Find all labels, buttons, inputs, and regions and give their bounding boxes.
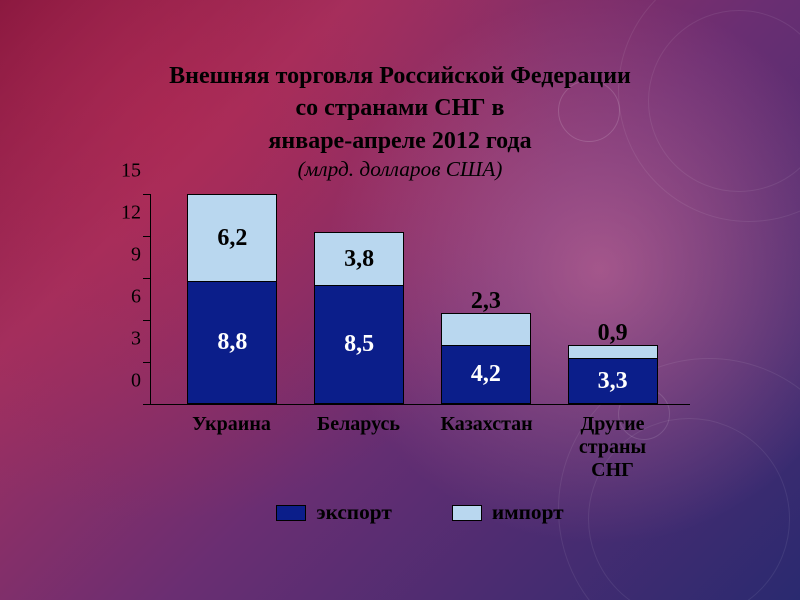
y-tick bbox=[143, 362, 151, 363]
y-tick-label: 0 bbox=[111, 370, 141, 393]
bar-column: 0,93,3 bbox=[568, 345, 658, 404]
bar-segment-import: 2,3 bbox=[441, 313, 531, 345]
bar-column: 3,88,5 bbox=[314, 232, 404, 404]
legend-item-import: импорт bbox=[452, 500, 564, 525]
slide-background: Внешняя торговля Российской Федерациисо … bbox=[0, 0, 800, 600]
chart-title-line: со странами СНГ в bbox=[110, 92, 690, 124]
bar-segment-export: 4,2 bbox=[441, 345, 531, 404]
chart-title-line: январе-апреле 2012 года bbox=[110, 125, 690, 157]
bar-column: 6,28,8 bbox=[187, 194, 277, 404]
bar-segment-export: 3,3 bbox=[568, 358, 658, 404]
bar-segment-export: 8,8 bbox=[187, 281, 277, 404]
y-tick-label: 15 bbox=[111, 160, 141, 183]
y-tick-label: 6 bbox=[111, 286, 141, 309]
y-tick bbox=[143, 278, 151, 279]
y-tick-label: 12 bbox=[111, 202, 141, 225]
plot-area: 6,28,83,88,52,34,20,93,3 03691215 bbox=[150, 194, 690, 405]
legend-item-export: экспорт bbox=[276, 500, 391, 525]
bar-value-import: 2,3 bbox=[442, 288, 530, 315]
legend-label-import: импорт bbox=[492, 500, 564, 525]
y-tick bbox=[143, 194, 151, 195]
bar-segment-import: 3,8 bbox=[314, 232, 404, 285]
y-tick-label: 3 bbox=[111, 328, 141, 351]
chart-title-line: Внешняя торговля Российской Федерации bbox=[110, 60, 690, 92]
legend: экспорт импорт bbox=[150, 500, 690, 525]
legend-swatch-import bbox=[452, 505, 482, 521]
y-tick-label: 9 bbox=[111, 244, 141, 267]
x-axis-label: Казахстан bbox=[441, 413, 531, 482]
x-axis-label: Другие страны СНГ bbox=[568, 413, 658, 482]
bar-column: 2,34,2 bbox=[441, 313, 531, 404]
bar-segment-export: 8,5 bbox=[314, 285, 404, 404]
chart-subtitle: (млрд. долларов США) bbox=[110, 157, 690, 182]
x-axis-label: Беларусь bbox=[314, 413, 404, 482]
chart-container: Внешняя торговля Российской Федерациисо … bbox=[110, 60, 690, 525]
y-tick bbox=[143, 236, 151, 237]
x-axis-label: Украина bbox=[187, 413, 277, 482]
legend-label-export: экспорт bbox=[316, 500, 391, 525]
bars-group: 6,28,83,88,52,34,20,93,3 bbox=[151, 194, 690, 404]
y-tick bbox=[143, 320, 151, 321]
chart-title: Внешняя торговля Российской Федерациисо … bbox=[110, 60, 690, 157]
x-axis-labels: Украина Беларусь Казахстан Другие страны СН… bbox=[150, 405, 690, 482]
legend-swatch-export bbox=[276, 505, 306, 521]
bar-segment-import: 6,2 bbox=[187, 194, 277, 281]
bar-segment-import: 0,9 bbox=[568, 345, 658, 358]
bar-value-import: 0,9 bbox=[569, 320, 657, 347]
y-tick bbox=[143, 404, 151, 405]
